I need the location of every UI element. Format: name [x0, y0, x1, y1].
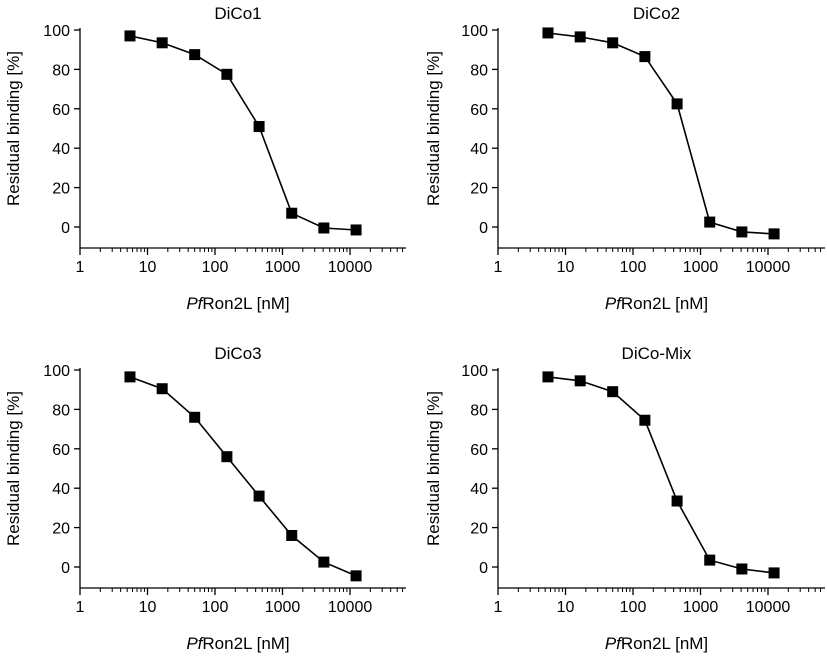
data-point [156, 37, 168, 49]
y-tick-label: 80 [470, 402, 488, 419]
x-tick-label: 1 [76, 599, 85, 616]
chart-title: DiCo-Mix [622, 344, 692, 363]
data-point [574, 375, 586, 387]
data-point [639, 51, 651, 63]
data-point [350, 570, 362, 582]
y-tick-label: 100 [461, 23, 488, 40]
data-point [671, 495, 683, 507]
y-tick-label: 0 [479, 560, 488, 577]
x-tick-label: 1000 [265, 259, 301, 276]
x-tick-label: 10000 [746, 599, 791, 616]
x-axis-label: PfRon2L [nM] [605, 634, 708, 653]
y-tick-label: 20 [470, 181, 488, 198]
x-tick-label: 1000 [683, 599, 719, 616]
data-point [318, 556, 330, 568]
chart-panel-4: 0 20 40 60 80 100 1 10 100 1000 10000 DiCo-Mix PfRon… [424, 344, 825, 653]
data-point [574, 31, 586, 43]
series-line [547, 376, 775, 574]
y-tick-label: 80 [52, 402, 70, 419]
data-point [768, 228, 780, 240]
y-tick-label: 20 [470, 521, 488, 538]
data-point [286, 529, 298, 541]
series-line [547, 32, 775, 235]
data-point [318, 222, 330, 234]
x-tick-label: 1 [494, 259, 503, 276]
y-tick-label: 60 [470, 102, 488, 119]
y-axis-label: Residual binding [%] [4, 391, 23, 546]
x-tick-label: 1 [76, 259, 85, 276]
x-tick-label: 10 [557, 259, 575, 276]
y-tick-label: 40 [470, 141, 488, 158]
data-point [286, 207, 298, 219]
y-tick-label: 100 [43, 23, 70, 40]
x-tick-label: 10 [139, 599, 157, 616]
data-point [189, 411, 201, 423]
x-tick-label: 10000 [328, 259, 373, 276]
chart-panel-3: 0 20 40 60 80 100 1 10 100 1000 10000 DiCo3 PfRon2L … [4, 344, 406, 653]
data-point [639, 414, 651, 426]
y-tick-label: 20 [52, 181, 70, 198]
x-tick-label: 1000 [265, 599, 301, 616]
x-axis-label: PfRon2L [nM] [186, 294, 289, 313]
x-tick-label: 10 [557, 599, 575, 616]
x-tick-label: 100 [620, 259, 647, 276]
y-tick-label: 0 [479, 220, 488, 237]
y-tick-label: 20 [52, 521, 70, 538]
series-line [129, 35, 357, 231]
chart-title: DiCo2 [633, 4, 680, 23]
data-point [768, 567, 780, 579]
x-axis-label: PfRon2L [nM] [186, 634, 289, 653]
y-axis-label: Residual binding [%] [4, 51, 23, 206]
y-tick-label: 40 [52, 481, 70, 498]
y-tick-label: 40 [52, 141, 70, 158]
x-axis-label: PfRon2L [nM] [605, 294, 708, 313]
data-point [189, 49, 201, 61]
y-tick-label: 100 [43, 363, 70, 380]
data-point [221, 68, 233, 80]
data-point [736, 563, 748, 575]
data-point [124, 30, 136, 42]
data-point [704, 216, 716, 228]
x-tick-label: 100 [202, 599, 229, 616]
y-tick-label: 60 [470, 442, 488, 459]
y-axis-label: Residual binding [%] [424, 391, 443, 546]
data-point [253, 490, 265, 502]
x-tick-label: 100 [202, 259, 229, 276]
data-point [156, 383, 168, 395]
x-tick-label: 10000 [746, 259, 791, 276]
data-point [350, 224, 362, 236]
data-point [607, 386, 619, 398]
y-tick-label: 60 [52, 442, 70, 459]
y-tick-label: 80 [470, 62, 488, 79]
y-tick-label: 0 [61, 560, 70, 577]
chart-panel-1: 0 20 40 60 80 100 1 10 100 1000 10000 DiCo1 PfRon2L … [4, 4, 406, 313]
y-tick-label: 80 [52, 62, 70, 79]
chart-title: DiCo1 [214, 4, 261, 23]
x-tick-label: 10000 [328, 599, 373, 616]
x-tick-label: 1000 [683, 259, 719, 276]
data-point [736, 226, 748, 238]
data-point [671, 98, 683, 110]
x-tick-label: 10 [139, 259, 157, 276]
data-point [124, 371, 136, 383]
y-tick-label: 40 [470, 481, 488, 498]
data-point [607, 37, 619, 49]
y-tick-label: 100 [461, 363, 488, 380]
x-tick-label: 100 [620, 599, 647, 616]
y-tick-label: 0 [61, 220, 70, 237]
data-point [704, 554, 716, 566]
data-point [253, 121, 265, 133]
data-point [542, 371, 554, 383]
data-point [542, 27, 554, 39]
series-line [129, 376, 357, 577]
data-point [221, 451, 233, 463]
chart-title: DiCo3 [214, 344, 261, 363]
y-tick-label: 60 [52, 102, 70, 119]
chart-panel-2: 0 20 40 60 80 100 1 10 100 1000 10000 DiCo2 PfRon2L … [424, 4, 825, 313]
x-tick-label: 1 [494, 599, 503, 616]
y-axis-label: Residual binding [%] [424, 51, 443, 206]
